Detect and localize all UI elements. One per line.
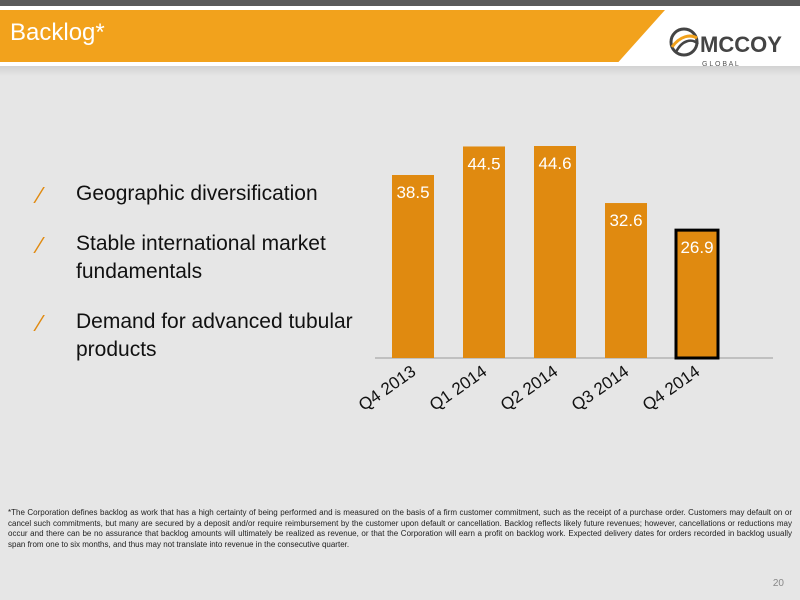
bar [392,174,434,358]
header-shadow [0,66,800,76]
slash-bullet-icon: ⁄ [38,310,42,336]
footnote: *The Corporation defines backlog as work… [8,508,792,549]
bar [463,146,505,358]
x-tick-label: Q2 2014 [497,362,561,415]
bullet-item: ⁄ Demand for advanced tubular products [38,308,378,364]
page-number: 20 [772,578,784,589]
slash-bullet-icon: ⁄ [38,182,42,208]
data-label: 38.5 [396,183,429,202]
x-tick-label: Q4 2014 [639,362,703,415]
mccoy-logo: MCCOY G L O B A L [668,26,788,72]
backlog-bar-chart: 38.5 Q4 2013 44.5 Q1 2014 44.6 Q2 2014 32.6 Q3 … [355,100,800,460]
title-bar [0,10,665,62]
bullet-text: Geographic diversification [76,182,318,205]
globe-icon [669,27,699,57]
x-tick-label: Q1 2014 [426,362,490,415]
data-label: 32.6 [609,211,642,230]
bullet-text: Stable international market fundamentals [76,232,326,283]
logo-subtitle: G L O B A L [702,61,739,68]
top-strip [0,0,800,6]
bar [534,146,576,358]
slash-bullet-icon: ⁄ [38,232,42,258]
slide-title: Backlog* [10,19,105,46]
data-label: 26.9 [680,238,713,257]
logo-wordmark: MCCOY [700,32,782,57]
data-label: 44.6 [538,154,571,173]
x-tick-label: Q3 2014 [568,362,632,415]
bar [674,228,720,360]
bullet-list: ⁄ Geographic diversification ⁄ Stable in… [38,180,378,386]
bullet-item: ⁄ Geographic diversification [38,180,378,208]
bar [605,203,647,358]
bullet-text: Demand for advanced tubular products [76,310,353,361]
bullet-item: ⁄ Stable international market fundamenta… [38,230,378,286]
data-label: 44.5 [467,154,500,173]
